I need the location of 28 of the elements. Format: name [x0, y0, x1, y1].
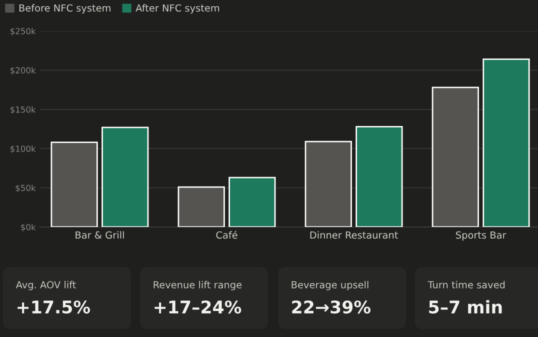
- text: Avg. AOV lift: [16, 280, 76, 290]
- bar: [432, 86, 479, 227]
- y-tick-label: $250k: [10, 28, 36, 36]
- bar: [102, 126, 149, 227]
- text: Turn time saved: [428, 280, 505, 288]
- bar: [50, 142, 98, 227]
- bar: [228, 176, 276, 227]
- text: Beverage upsell: [292, 280, 368, 290]
- y-tick-label: $150k: [10, 106, 36, 114]
- bar: [304, 140, 352, 227]
- x-tick-label: Bar & Grill: [76, 231, 124, 239]
- y-tick-label: $200k: [10, 67, 36, 75]
- text: 22→39%: [292, 300, 371, 314]
- y-tick-label: $100k: [10, 145, 36, 153]
- bar: [482, 58, 530, 227]
- text: +17.5%: [18, 300, 90, 314]
- legend-label: After NFC system: [136, 4, 220, 14]
- text: Revenue lift range: [154, 280, 242, 290]
- legend-label: Before NFC system: [19, 4, 110, 14]
- bar: [356, 126, 403, 227]
- x-tick-label: Café: [216, 230, 238, 239]
- text: 5–7 min: [429, 300, 502, 314]
- text: +17–24%: [154, 300, 242, 314]
- bar: [178, 186, 225, 227]
- x-tick-label: Dinner Restaurant: [310, 231, 398, 239]
- y-tick-label: $0k: [21, 224, 36, 232]
- x-tick-label: Sports Bar: [456, 231, 506, 241]
- y-tick-label: $50k: [16, 184, 36, 192]
